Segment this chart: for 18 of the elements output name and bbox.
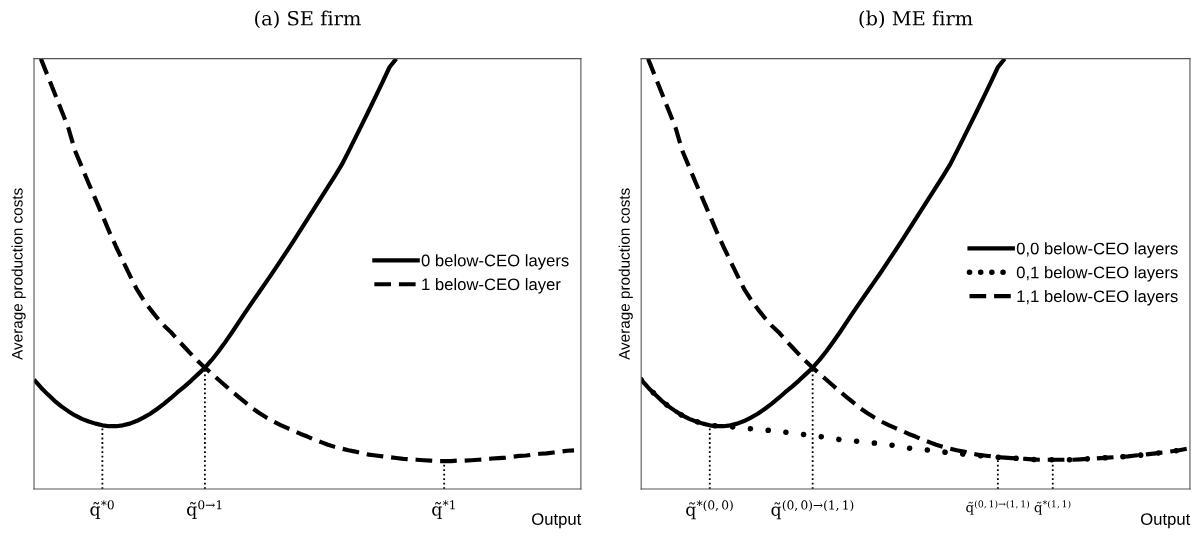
x-axis-title: Output [1141, 513, 1191, 529]
x-tick-label: q̃$^{(0,0)→(1,1)}$ [771, 500, 854, 520]
x-tick-label: q̃$^{0→1}$ [187, 500, 222, 520]
x-tick-label: q̃$^{*1}$ [432, 500, 455, 520]
legend-label: 1 below-CEO layer [422, 278, 561, 294]
legend-label: 0,0 below-CEO layers [1016, 242, 1178, 258]
chart-title: (b) ME firm [859, 10, 973, 29]
legend-label: 1,1 below-CEO layers [1017, 289, 1178, 306]
x-axis-title: Output [532, 513, 582, 529]
x-tick-label: q̃$^{*0}$ [90, 500, 114, 520]
legend-label: 0,1 below-CEO layers [1016, 266, 1178, 282]
y-axis-title: Average production costs [11, 188, 26, 360]
x-tick-label: q̃$^{(0,1)→(1,1)}$ [966, 500, 1030, 515]
x-tick-label: q̃$^{*(0,0)}$ [686, 500, 733, 520]
y-axis-title: Average production costs [618, 188, 633, 360]
legend-label: 0 below-CEO layers [421, 254, 569, 270]
chart-title: (a) SE firm [255, 10, 361, 29]
x-tick-label: q̃$^{*(1,1)}$ [1034, 500, 1071, 515]
